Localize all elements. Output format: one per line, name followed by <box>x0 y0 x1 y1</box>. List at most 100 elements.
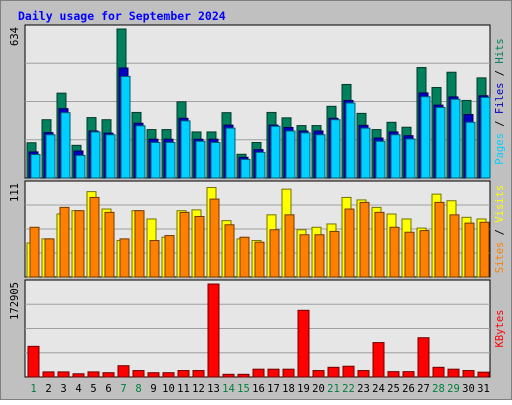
bar-kbytes-day-20 <box>312 370 325 378</box>
bar-pages-day-25 <box>390 134 401 179</box>
bar-kbytes-day-2 <box>42 371 55 378</box>
bar-sites-day-10 <box>164 235 175 278</box>
bar-pages-day-28 <box>435 106 446 179</box>
bar-pages-day-1 <box>30 153 41 179</box>
bar-kbytes-day-15 <box>237 373 250 378</box>
bar-sites-day-13 <box>209 198 220 278</box>
bar-pages-day-30 <box>465 121 476 179</box>
day-label-6: 6 <box>105 383 111 395</box>
bar-pages-day-10 <box>165 142 176 179</box>
bar-sites-day-19 <box>299 234 310 278</box>
bar-kbytes-day-11 <box>177 370 190 378</box>
day-label-5: 5 <box>90 383 96 395</box>
day-label-2: 2 <box>45 383 51 395</box>
bar-kbytes-day-25 <box>387 371 400 378</box>
day-label-18: 18 <box>282 383 295 395</box>
bar-sites-day-29 <box>449 214 460 278</box>
bar-sites-day-3 <box>59 206 70 278</box>
bar-pages-day-6 <box>105 134 116 179</box>
day-label-10: 10 <box>162 383 175 395</box>
bar-sites-day-6 <box>104 211 115 278</box>
day-label-23: 23 <box>357 383 370 395</box>
legend-separator: / <box>494 223 506 242</box>
day-label-15: 15 <box>237 383 250 395</box>
y-max-label-hits-files-pages: 634 <box>9 27 21 46</box>
bar-pages-day-22 <box>345 102 356 179</box>
bar-sites-day-16 <box>254 241 265 278</box>
bar-kbytes-day-6 <box>102 372 115 378</box>
bar-kbytes-day-17 <box>267 368 280 378</box>
bar-kbytes-day-19 <box>297 309 310 378</box>
bar-kbytes-day-21 <box>327 366 340 378</box>
legend-kbytes: KBytes <box>494 310 506 348</box>
legend-pages: Pages <box>494 133 506 165</box>
y-max-label-visits-sites: 111 <box>9 183 21 202</box>
day-label-19: 19 <box>297 383 310 395</box>
bar-kbytes-day-26 <box>402 371 415 378</box>
bar-pages-day-20 <box>315 134 326 179</box>
legend-hits: Hits <box>494 38 506 63</box>
bar-kbytes-day-13 <box>207 283 220 378</box>
bar-pages-day-9 <box>150 142 161 179</box>
bar-kbytes-day-31 <box>477 371 490 378</box>
bar-sites-day-15 <box>239 236 250 278</box>
day-label-22: 22 <box>342 383 355 395</box>
bar-sites-day-21 <box>329 230 340 278</box>
day-label-29: 29 <box>447 383 460 395</box>
bar-pages-day-4 <box>75 154 86 179</box>
bar-sites-day-31 <box>479 221 490 278</box>
bar-sites-day-5 <box>89 196 100 278</box>
bar-kbytes-day-18 <box>282 368 295 378</box>
panel-visits-sites: 111 Sites / Visits <box>9 180 506 278</box>
bar-kbytes-day-24 <box>372 342 385 378</box>
bar-pages-day-7 <box>120 75 131 179</box>
day-label-27: 27 <box>417 383 430 395</box>
series-legend-hits-files-pages: Pages / Files / Hits <box>494 38 506 164</box>
bar-pages-day-15 <box>240 158 251 179</box>
day-label-26: 26 <box>402 383 415 395</box>
bar-kbytes-day-4 <box>72 373 85 378</box>
bar-pages-day-12 <box>195 140 206 179</box>
bar-sites-day-26 <box>404 231 415 278</box>
bar-pages-day-27 <box>420 96 431 179</box>
bar-sites-day-14 <box>224 224 235 278</box>
day-label-31: 31 <box>477 383 490 395</box>
bar-sites-day-7 <box>119 238 130 278</box>
day-label-24: 24 <box>372 383 385 395</box>
series-sites <box>29 196 490 278</box>
day-label-11: 11 <box>177 383 190 395</box>
bar-pages-day-19 <box>300 132 311 179</box>
bar-kbytes-day-23 <box>357 370 370 378</box>
bar-pages-day-14 <box>225 127 236 179</box>
day-label-1: 1 <box>30 383 36 395</box>
day-label-21: 21 <box>327 383 340 395</box>
panel-kbytes: 172905 KBytes <box>9 279 506 378</box>
bar-pages-day-2 <box>45 134 56 179</box>
bar-pages-day-11 <box>180 120 191 179</box>
chart-title: Daily usage for September 2024 <box>18 9 226 23</box>
day-label-20: 20 <box>312 383 325 395</box>
day-label-14: 14 <box>222 383 235 395</box>
bar-kbytes-day-27 <box>417 337 430 378</box>
bar-pages-day-31 <box>480 96 491 179</box>
legend-separator: / <box>494 64 506 83</box>
chart-panels: 634 Pages / Files / Hits 111 Sites / Visits… <box>9 24 506 378</box>
bar-sites-day-18 <box>284 214 295 278</box>
series-kbytes <box>27 283 490 378</box>
bar-kbytes-day-7 <box>117 365 130 378</box>
bar-kbytes-day-14 <box>222 373 235 378</box>
bar-pages-day-5 <box>90 131 101 179</box>
bar-pages-day-26 <box>405 138 416 179</box>
bar-kbytes-day-10 <box>162 372 175 378</box>
bar-sites-day-27 <box>419 230 430 278</box>
bar-sites-day-12 <box>194 215 205 278</box>
bar-sites-day-8 <box>134 210 145 278</box>
bar-pages-day-18 <box>285 130 296 179</box>
bar-kbytes-day-12 <box>192 370 205 378</box>
bar-kbytes-day-5 <box>87 371 100 378</box>
bar-sites-day-1 <box>29 226 40 278</box>
panel-hits-files-pages: 634 Pages / Files / Hits <box>9 24 506 179</box>
bar-kbytes-day-30 <box>462 370 475 378</box>
bar-sites-day-9 <box>149 240 160 278</box>
bar-sites-day-20 <box>314 234 325 278</box>
